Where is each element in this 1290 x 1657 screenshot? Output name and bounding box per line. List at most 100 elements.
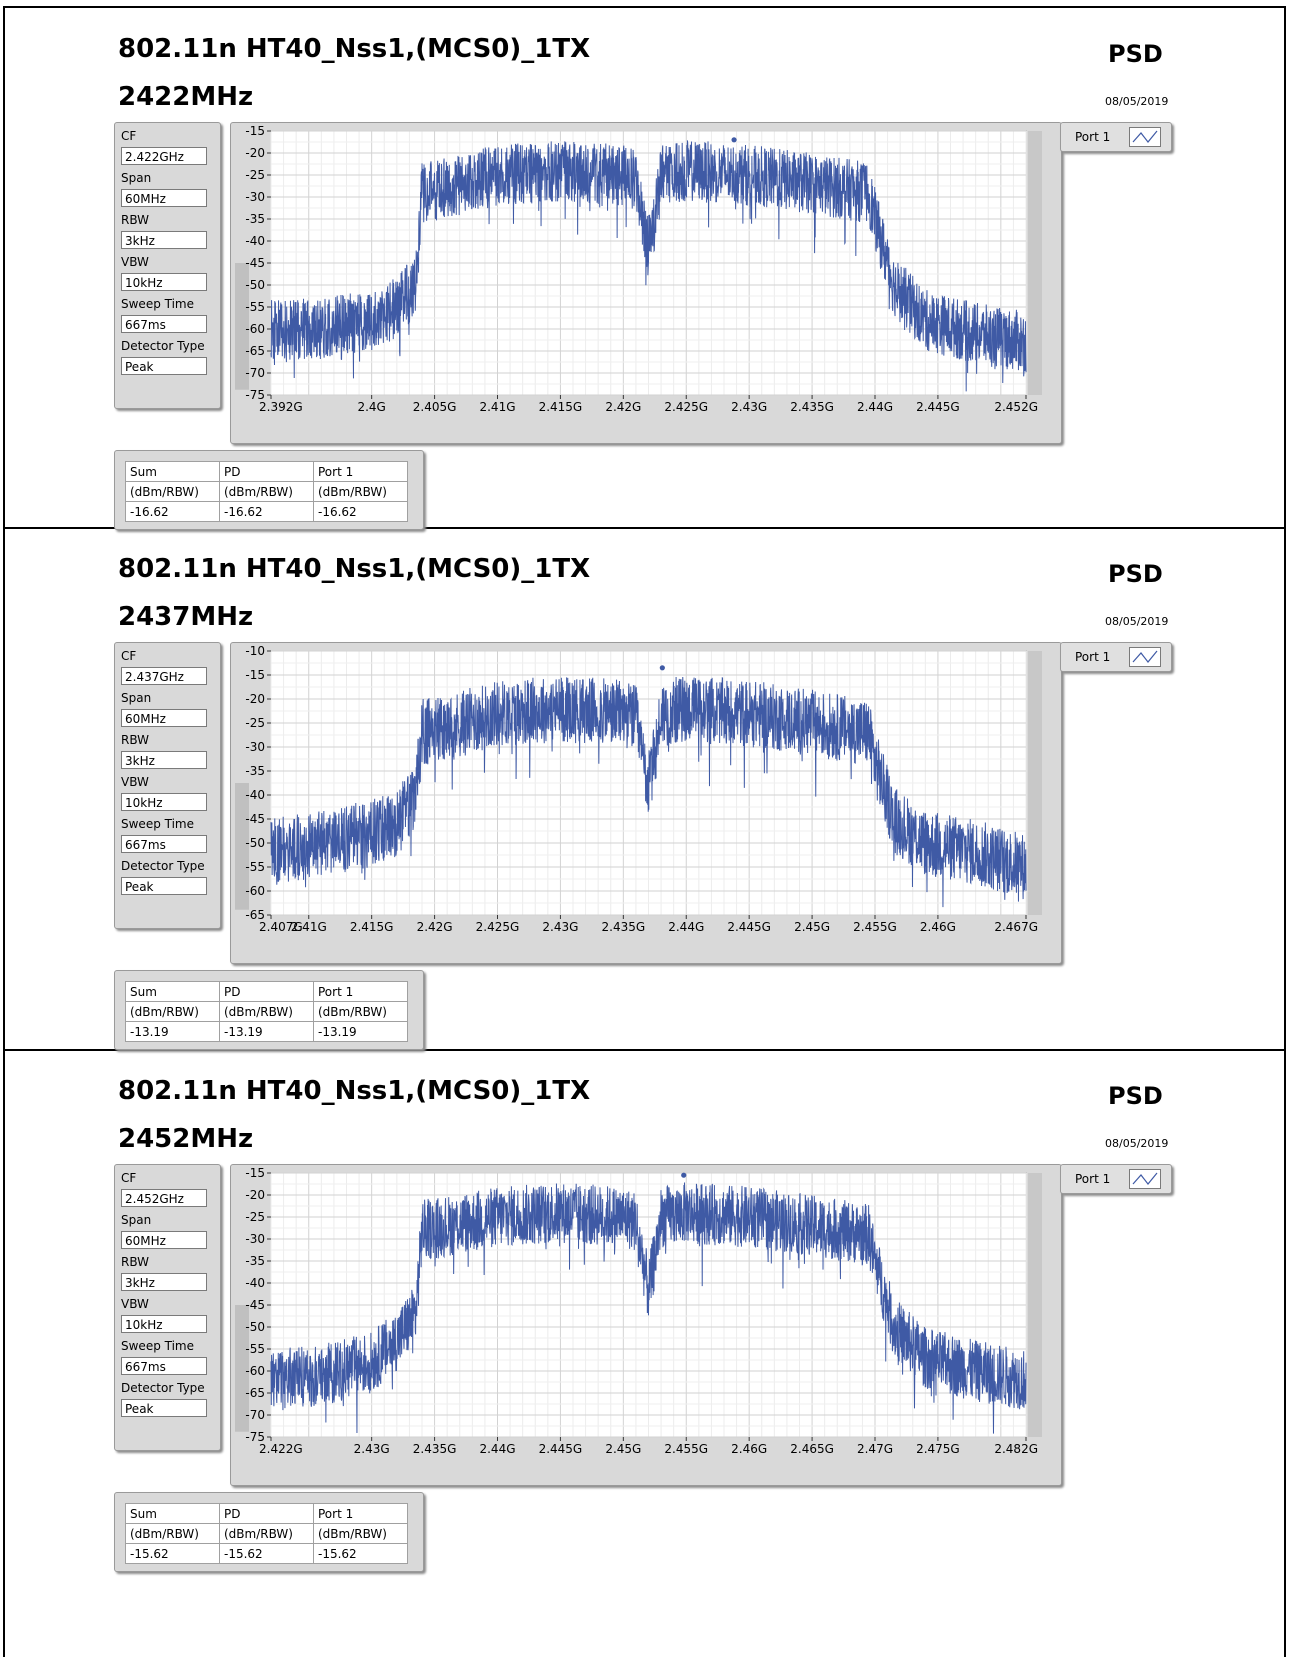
psd-graph[interactable]: -15 -20 -25 -30 -35 -40 -45 -50 -55 -60 -65 -70 -75 2… bbox=[230, 1164, 1062, 1486]
line-style-icon[interactable] bbox=[1129, 1169, 1161, 1189]
x-tick-label: 2.43G bbox=[731, 400, 767, 414]
setting-label-detector-type: Detector Type bbox=[121, 339, 205, 353]
port-1-trace bbox=[270, 140, 1027, 392]
y-tick-label: -65 bbox=[245, 908, 265, 922]
peak-marker[interactable] bbox=[681, 1172, 687, 1178]
setting-value-span[interactable]: 60MHz bbox=[121, 709, 207, 727]
setting-label-rbw: RBW bbox=[121, 1255, 150, 1269]
x-tick-label: 2.435G bbox=[790, 400, 834, 414]
setting-label-span: Span bbox=[121, 171, 152, 185]
setting-value-rbw[interactable]: 3kHz bbox=[121, 751, 207, 769]
setting-value-sweep-time[interactable]: 667ms bbox=[121, 1357, 207, 1375]
legend-port-label: Port 1 bbox=[1075, 130, 1111, 144]
summary-unit: (dBm/RBW) bbox=[313, 1523, 408, 1544]
x-tick-label: 2.46G bbox=[920, 920, 956, 934]
x-tick-label: 2.422G bbox=[259, 1442, 303, 1456]
setting-value-vbw[interactable]: 10kHz bbox=[121, 273, 207, 291]
line-style-icon[interactable] bbox=[1129, 647, 1161, 667]
setting-value-sweep-time[interactable]: 667ms bbox=[121, 315, 207, 333]
setting-value-span[interactable]: 60MHz bbox=[121, 1231, 207, 1249]
summary-unit: (dBm/RBW) bbox=[125, 1523, 220, 1544]
setting-value-detector-type[interactable]: Peak bbox=[121, 877, 207, 895]
plot-scrollbar[interactable] bbox=[235, 263, 249, 390]
setting-label-cf: CF bbox=[121, 129, 137, 143]
panel-title: 802.11n HT40_Nss1,(MCS0)_1TX bbox=[118, 1076, 591, 1106]
summary-unit: (dBm/RBW) bbox=[125, 1001, 220, 1022]
setting-value-detector-type[interactable]: Peak bbox=[121, 357, 207, 375]
y-tick-label: -15 bbox=[245, 668, 265, 682]
plot-scrollbar[interactable] bbox=[1028, 131, 1042, 395]
plot-legend[interactable]: Port 1 bbox=[1060, 122, 1172, 152]
x-tick-label: 2.45G bbox=[605, 1442, 641, 1456]
y-tick-label: -55 bbox=[245, 1342, 265, 1356]
plot-legend[interactable]: Port 1 bbox=[1060, 1164, 1172, 1194]
setting-value-cf[interactable]: 2.422GHz bbox=[121, 147, 207, 165]
plot-scrollbar[interactable] bbox=[235, 1305, 249, 1432]
summary-value: -15.62 bbox=[313, 1543, 408, 1564]
x-tick-label: 2.41G bbox=[479, 400, 515, 414]
x-tick-label: 2.445G bbox=[916, 400, 960, 414]
x-tick-label: 2.445G bbox=[727, 920, 771, 934]
setting-value-detector-type[interactable]: Peak bbox=[121, 1399, 207, 1417]
plot-scrollbar[interactable] bbox=[235, 783, 249, 910]
setting-value-sweep-time[interactable]: 667ms bbox=[121, 835, 207, 853]
plot-legend[interactable]: Port 1 bbox=[1060, 642, 1172, 672]
y-tick-label: -20 bbox=[245, 1188, 265, 1202]
panel-frequency: 2452MHz bbox=[118, 1124, 254, 1154]
psd-graph[interactable]: -15 -20 -25 -30 -35 -40 -45 -50 -55 -60 -65 -70 -75 2… bbox=[230, 122, 1062, 444]
peak-marker[interactable] bbox=[731, 137, 737, 143]
y-tick-label: -55 bbox=[245, 860, 265, 874]
settings-panel: CF 2.452GHz Span 60MHz RBW 3kHz VBW 10kH… bbox=[114, 1164, 221, 1451]
x-tick-label: 2.44G bbox=[857, 400, 893, 414]
summary-value: -15.62 bbox=[219, 1543, 314, 1564]
summary-unit: (dBm/RBW) bbox=[313, 481, 408, 502]
x-tick-label: 2.425G bbox=[476, 920, 520, 934]
setting-value-vbw[interactable]: 10kHz bbox=[121, 1315, 207, 1333]
panel-frequency: 2422MHz bbox=[118, 82, 254, 112]
x-tick-label: 2.475G bbox=[916, 1442, 960, 1456]
summary-unit: (dBm/RBW) bbox=[219, 1001, 314, 1022]
y-tick-label: -50 bbox=[245, 836, 265, 850]
psd-graph[interactable]: -10 -15 -20 -25 -30 -35 -40 -45 -50 -55 -60 -65 2.40… bbox=[230, 642, 1062, 964]
summary-header: Port 1 bbox=[313, 981, 408, 1002]
plot-scrollbar[interactable] bbox=[1028, 651, 1042, 915]
y-tick-label: -50 bbox=[245, 278, 265, 292]
x-tick-label: 2.43G bbox=[542, 920, 578, 934]
setting-label-vbw: VBW bbox=[121, 775, 149, 789]
summary-header: Port 1 bbox=[313, 1503, 408, 1524]
setting-value-vbw[interactable]: 10kHz bbox=[121, 793, 207, 811]
setting-label-vbw: VBW bbox=[121, 255, 149, 269]
summary-header: PD bbox=[219, 461, 314, 482]
y-tick-label: -65 bbox=[245, 344, 265, 358]
plot-scrollbar[interactable] bbox=[1028, 1173, 1042, 1437]
y-tick-label: -15 bbox=[245, 1166, 265, 1180]
date-label: 08/05/2019 bbox=[1105, 95, 1169, 108]
psd-label: PSD bbox=[1108, 1082, 1163, 1110]
setting-label-sweep-time: Sweep Time bbox=[121, 1339, 194, 1353]
summary-header: Port 1 bbox=[313, 461, 408, 482]
panel-title: 802.11n HT40_Nss1,(MCS0)_1TX bbox=[118, 34, 591, 64]
port-1-trace bbox=[270, 1182, 1027, 1434]
y-tick-label: -35 bbox=[245, 1254, 265, 1268]
y-tick-label: -20 bbox=[245, 146, 265, 160]
setting-value-cf[interactable]: 2.437GHz bbox=[121, 667, 207, 685]
setting-value-span[interactable]: 60MHz bbox=[121, 189, 207, 207]
date-label: 08/05/2019 bbox=[1105, 615, 1169, 628]
summary-value: -13.19 bbox=[313, 1021, 408, 1042]
line-style-icon[interactable] bbox=[1129, 127, 1161, 147]
setting-label-cf: CF bbox=[121, 1171, 137, 1185]
setting-value-cf[interactable]: 2.452GHz bbox=[121, 1189, 207, 1207]
setting-value-rbw[interactable]: 3kHz bbox=[121, 1273, 207, 1291]
peak-marker[interactable] bbox=[659, 665, 665, 671]
legend-port-label: Port 1 bbox=[1075, 1172, 1111, 1186]
x-tick-label: 2.435G bbox=[602, 920, 646, 934]
summary-unit: (dBm/RBW) bbox=[313, 1001, 408, 1022]
y-tick-label: -45 bbox=[245, 256, 265, 270]
setting-label-sweep-time: Sweep Time bbox=[121, 817, 194, 831]
setting-value-rbw[interactable]: 3kHz bbox=[121, 231, 207, 249]
summary-value: -16.62 bbox=[125, 501, 220, 522]
summary-value: -16.62 bbox=[313, 501, 408, 522]
psd-label: PSD bbox=[1108, 560, 1163, 588]
x-tick-label: 2.435G bbox=[413, 1442, 457, 1456]
